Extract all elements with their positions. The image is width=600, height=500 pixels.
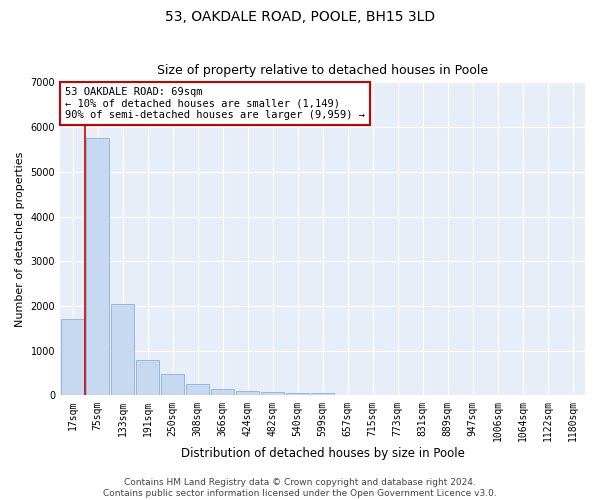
X-axis label: Distribution of detached houses by size in Poole: Distribution of detached houses by size … xyxy=(181,447,464,460)
Bar xyxy=(211,388,234,396)
Bar xyxy=(286,393,309,396)
Bar xyxy=(136,360,159,396)
Y-axis label: Number of detached properties: Number of detached properties xyxy=(15,151,25,326)
Bar xyxy=(311,394,334,396)
Bar xyxy=(261,392,284,396)
Bar xyxy=(186,384,209,396)
Bar xyxy=(236,391,259,396)
Text: 53 OAKDALE ROAD: 69sqm
← 10% of detached houses are smaller (1,149)
90% of semi-: 53 OAKDALE ROAD: 69sqm ← 10% of detached… xyxy=(65,87,365,120)
Bar xyxy=(336,394,359,396)
Bar xyxy=(61,320,84,396)
Text: 53, OAKDALE ROAD, POOLE, BH15 3LD: 53, OAKDALE ROAD, POOLE, BH15 3LD xyxy=(165,10,435,24)
Bar xyxy=(161,374,184,396)
Bar xyxy=(111,304,134,396)
Bar xyxy=(86,138,109,396)
Text: Contains HM Land Registry data © Crown copyright and database right 2024.
Contai: Contains HM Land Registry data © Crown c… xyxy=(103,478,497,498)
Title: Size of property relative to detached houses in Poole: Size of property relative to detached ho… xyxy=(157,64,488,77)
